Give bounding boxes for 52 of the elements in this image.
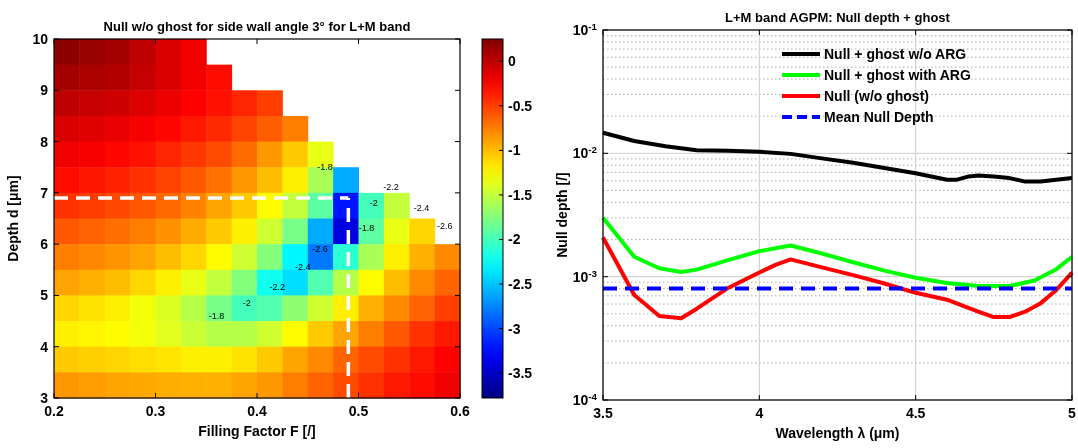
annotation: -1.8 <box>208 310 225 321</box>
y-tick-label: 10$^{-2}$ <box>572 143 598 162</box>
y-tick-label: 10$^{-4}$ <box>572 390 598 408</box>
color-bar-label: 0 <box>508 53 516 70</box>
x-axis-title: Wavelength λ (μm) <box>775 425 900 441</box>
x-tick-label: 4 <box>755 405 764 421</box>
x-tick-label: 0.5 <box>348 403 369 419</box>
line-series <box>601 215 1074 289</box>
y-tick-label: 9 <box>40 82 49 99</box>
color-bar-label: -3 <box>508 320 521 337</box>
color-bar-label: -0.5 <box>508 97 533 114</box>
annotation: -2.4 <box>413 202 430 213</box>
color-bar-label: -2.5 <box>508 275 533 292</box>
annotation: -2.4 <box>294 261 311 272</box>
annotation: -2 <box>369 197 378 208</box>
color-bar-label: -1 <box>508 142 521 159</box>
color-bar-label: -3.5 <box>508 365 533 382</box>
y-tick-label: 7 <box>40 184 49 201</box>
chart-title: Null w/o ghost for side wall angle 3° for L+M band <box>103 19 411 34</box>
x-axis-title: Filling Factor F [/] <box>198 423 316 439</box>
color-bar-label: -2 <box>508 231 521 248</box>
annotation: -2.6 <box>312 243 328 254</box>
chart-title: L+M band AGPM: Null depth + ghost <box>725 10 951 25</box>
x-tick-label: 4.5 <box>905 405 926 421</box>
y-axis-title: Null depth [/] <box>554 172 570 258</box>
x-tick-label: 0.3 <box>145 403 166 419</box>
annotation: -1.8 <box>317 161 333 172</box>
x-tick-label: 0.2 <box>44 403 64 419</box>
y-tick-label: 10$^{-3}$ <box>572 267 598 285</box>
x-tick-label: 0.4 <box>247 403 267 419</box>
line-series <box>601 235 1074 321</box>
y-tick-label: 10 <box>32 31 49 47</box>
color-bar-label: -1.5 <box>508 186 533 203</box>
y-axis-title: Depth d [μm] <box>5 175 21 262</box>
x-tick-label: 0.6 <box>450 403 470 419</box>
x-tick-label: 5 <box>1068 405 1077 421</box>
legend-label: Mean Null Depth <box>824 109 934 125</box>
annotation: -2 <box>242 297 251 308</box>
annotation: -2.2 <box>383 182 399 193</box>
y-tick-label: 6 <box>40 236 49 253</box>
y-tick-label: 4 <box>40 338 49 355</box>
y-tick-label: 8 <box>40 133 49 150</box>
annotation: -1.8 <box>358 223 375 234</box>
y-tick-label: 3 <box>40 390 49 406</box>
legend-label: Null + ghost with ARG <box>824 67 971 83</box>
x-tick-label: 3.5 <box>593 405 613 421</box>
legend-label: Null (w/o ghost) <box>824 88 929 104</box>
y-tick-label: 5 <box>40 287 49 304</box>
legend-label: Null + ghost w/o ARG <box>824 46 967 62</box>
annotation: -2.2 <box>269 282 286 293</box>
annotation: -2.6 <box>437 220 453 231</box>
y-tick-label: 10$^{-1}$ <box>572 20 598 38</box>
